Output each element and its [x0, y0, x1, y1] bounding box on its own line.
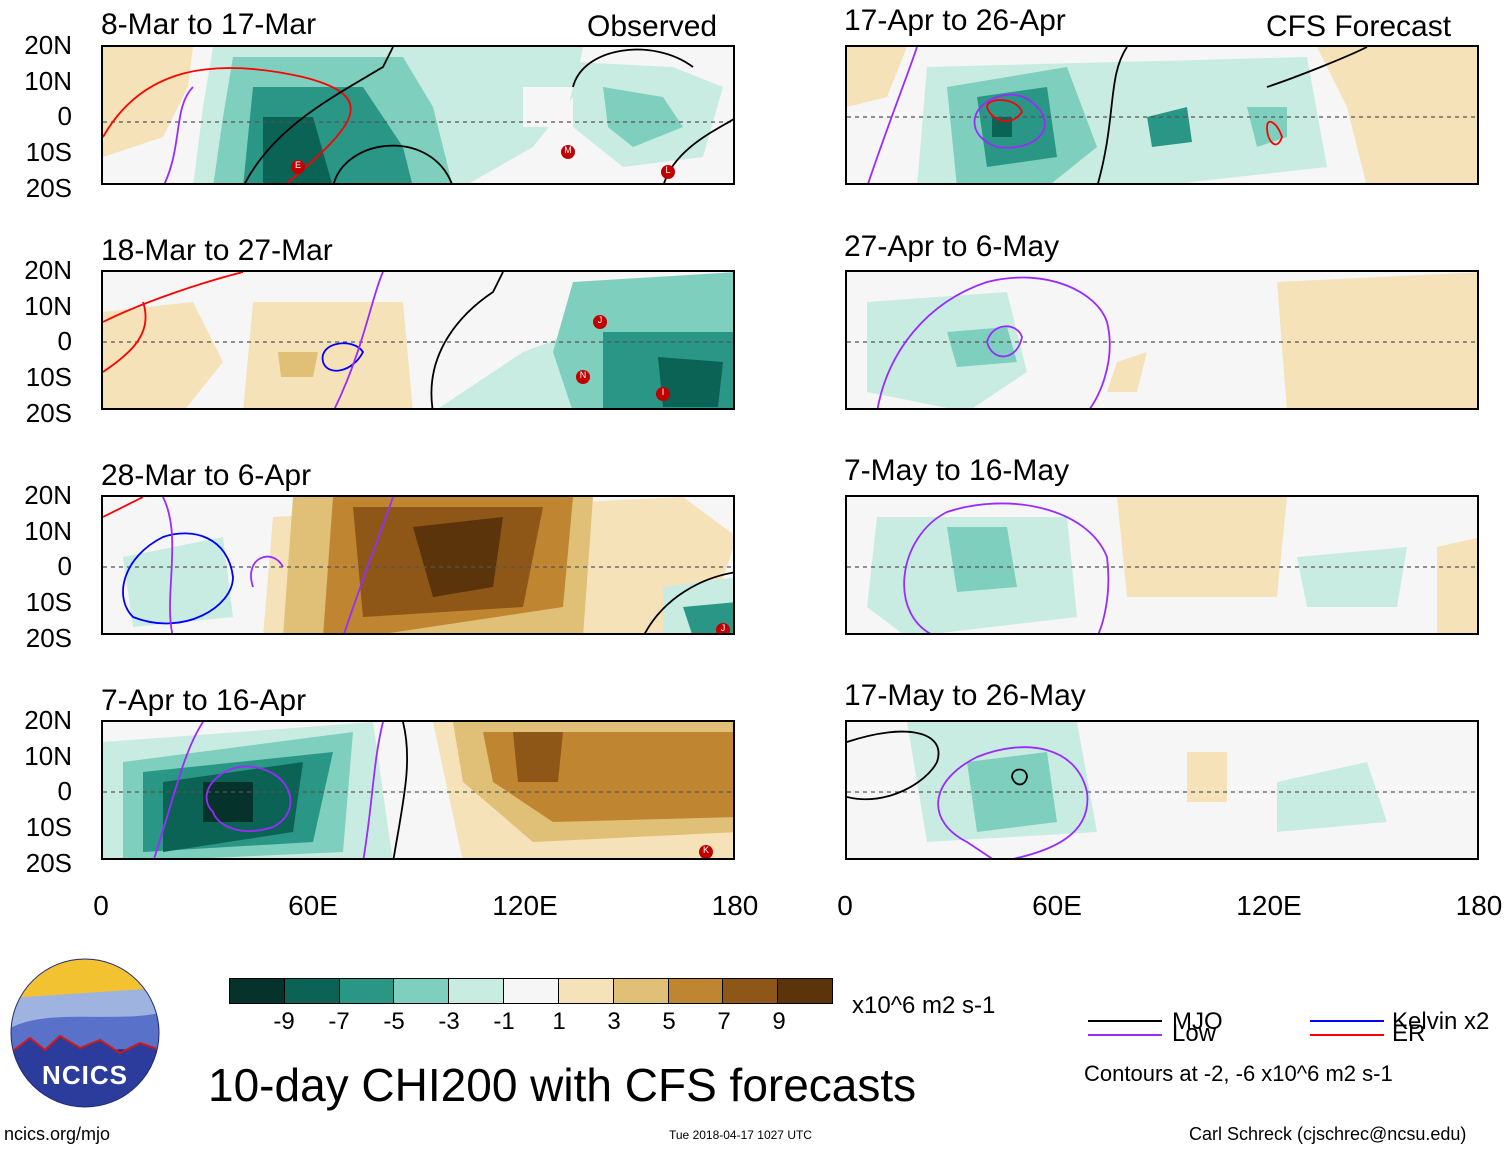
colorbar-units: x10^6 m2 s-1	[852, 992, 996, 1019]
panel-title-fc2: 27-Apr to 6-May	[844, 230, 1060, 263]
colorbar-swatch	[722, 979, 778, 1003]
lat-label: 10N	[24, 291, 72, 321]
storm-marker: K	[702, 845, 709, 855]
colorbar-tick: -3	[438, 1008, 460, 1035]
colorbar-swatch	[338, 979, 394, 1003]
legend-line-low	[1088, 1034, 1162, 1036]
lat-label: 10S	[25, 812, 72, 842]
colorbar-tick: -1	[493, 1008, 515, 1035]
colorbar-tick: 5	[662, 1008, 676, 1035]
map-panel-fc1	[845, 45, 1479, 185]
colorbar-tick: -7	[328, 1008, 350, 1035]
lat-label: 20S	[25, 173, 72, 203]
legend-label-low: Low	[1172, 1020, 1217, 1047]
colorbar-swatch	[777, 979, 832, 1003]
lat-label: 20N	[24, 255, 72, 285]
colorbar-swatch	[448, 979, 504, 1003]
logo-text: NCICS	[42, 1060, 128, 1090]
ncics-logo: NCICS	[10, 958, 160, 1108]
colorbar-tick: 7	[717, 1008, 731, 1035]
lon-label: 120E	[1236, 890, 1302, 921]
lon-label: 60E	[1032, 890, 1082, 921]
panel-title-obs2: 18-Mar to 27-Mar	[101, 234, 333, 267]
footer-url[interactable]: ncics.org/mjo	[4, 1124, 111, 1144]
lat-label: 10S	[25, 362, 72, 392]
legend-line-kelvin	[1310, 1020, 1384, 1022]
colorbar-swatch	[230, 979, 284, 1003]
colorbar-tick: -5	[383, 1008, 405, 1035]
lon-label: 0	[837, 890, 853, 921]
legend-line-mjo	[1088, 1020, 1162, 1022]
storm-marker: N	[579, 370, 587, 380]
storm-marker: L	[665, 165, 671, 175]
map-panel-fc2	[845, 270, 1479, 410]
map-panel-obs3: J	[101, 495, 735, 635]
lon-label: 60E	[288, 890, 338, 921]
colorbar-swatch	[503, 979, 558, 1003]
contour-note: Contours at -2, -6 x10^6 m2 s-1	[1084, 1061, 1393, 1086]
colorbar-tick: 3	[607, 1008, 621, 1035]
footer-credit: Carl Schreck (cjschrec@ncsu.edu)	[1189, 1124, 1467, 1144]
colorbar-swatch	[393, 979, 449, 1003]
legend-label-mjo: MJO	[1172, 1008, 1223, 1035]
lat-label: 10N	[24, 741, 72, 771]
panel-title-fc1: 17-Apr to 26-Apr	[844, 4, 1066, 37]
colorbar-tick: 1	[552, 1008, 566, 1035]
colorbar-swatch	[612, 979, 668, 1003]
map-panel-fc4	[845, 720, 1479, 860]
lon-label: 0	[93, 890, 109, 921]
figure-title: 10-day CHI200 with CFS forecasts	[208, 1059, 917, 1111]
lat-label: 20N	[24, 705, 72, 735]
lat-label: 10N	[24, 66, 72, 96]
colorbar-swatch	[667, 979, 723, 1003]
legend-line-er	[1310, 1034, 1384, 1036]
lat-label: 20S	[25, 623, 72, 653]
panel-title-obs4: 7-Apr to 16-Apr	[101, 684, 307, 717]
lat-label: 0	[57, 776, 72, 806]
lon-label: 180	[1455, 890, 1503, 921]
lon-label: 120E	[492, 890, 558, 921]
lat-label: 10S	[25, 137, 72, 167]
colorbar-tick: -9	[273, 1008, 295, 1035]
lat-label: 20N	[24, 480, 72, 510]
map-panel-obs4: K	[101, 720, 735, 860]
observed-label: Observed	[587, 10, 718, 43]
map-panel-obs2: J N I	[101, 270, 735, 410]
storm-marker: J	[720, 623, 726, 633]
storm-marker: E	[294, 160, 301, 170]
lat-label: 20N	[24, 30, 72, 60]
storm-marker: I	[661, 387, 665, 397]
cfs-forecast-label: CFS Forecast	[1266, 10, 1452, 43]
colorbar	[229, 978, 833, 1004]
legend-label-kelvin: Kelvin x2	[1392, 1008, 1490, 1035]
colorbar-tick: 9	[772, 1008, 786, 1035]
legend-label-er: ER	[1392, 1020, 1426, 1047]
panel-title-fc4: 17-May to 26-May	[844, 679, 1086, 712]
lat-label: 0	[57, 101, 72, 131]
panel-title-obs1: 8-Mar to 17-Mar	[101, 8, 317, 41]
lat-label: 20S	[25, 398, 72, 428]
colorbar-swatch	[557, 979, 613, 1003]
storm-marker: M	[564, 145, 572, 155]
lat-label: 10S	[25, 587, 72, 617]
storm-marker: J	[597, 315, 603, 325]
panel-title-fc3: 7-May to 16-May	[844, 454, 1070, 487]
map-panel-fc3	[845, 495, 1479, 635]
lon-label: 180	[711, 890, 759, 921]
lat-label: 0	[57, 326, 72, 356]
footer-timestamp: Tue 2018-04-17 1027 UTC	[669, 1128, 812, 1142]
lat-label: 20S	[25, 848, 72, 878]
lat-label: 10N	[24, 516, 72, 546]
colorbar-swatch	[283, 979, 339, 1003]
lat-label: 0	[57, 551, 72, 581]
map-panel-obs1: E M L	[101, 45, 735, 185]
panel-title-obs3: 28-Mar to 6-Apr	[101, 459, 312, 492]
